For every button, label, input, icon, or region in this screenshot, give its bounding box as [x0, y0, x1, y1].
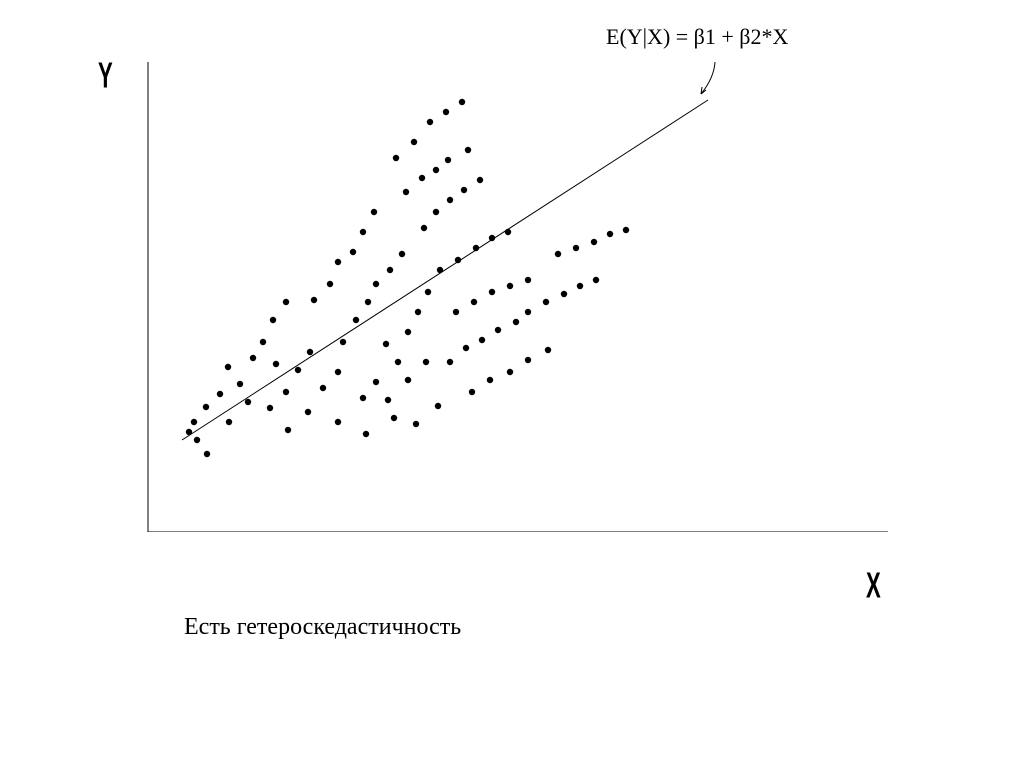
chart-caption: Есть гетероскедастичность	[184, 614, 461, 641]
equation-label: E(Y|X) = β1 + β2*X	[606, 24, 788, 50]
y-axis-label: Y	[98, 54, 113, 97]
chart-svg	[98, 62, 888, 532]
scatter-chart	[98, 62, 888, 532]
x-axis-label: X	[866, 564, 881, 607]
